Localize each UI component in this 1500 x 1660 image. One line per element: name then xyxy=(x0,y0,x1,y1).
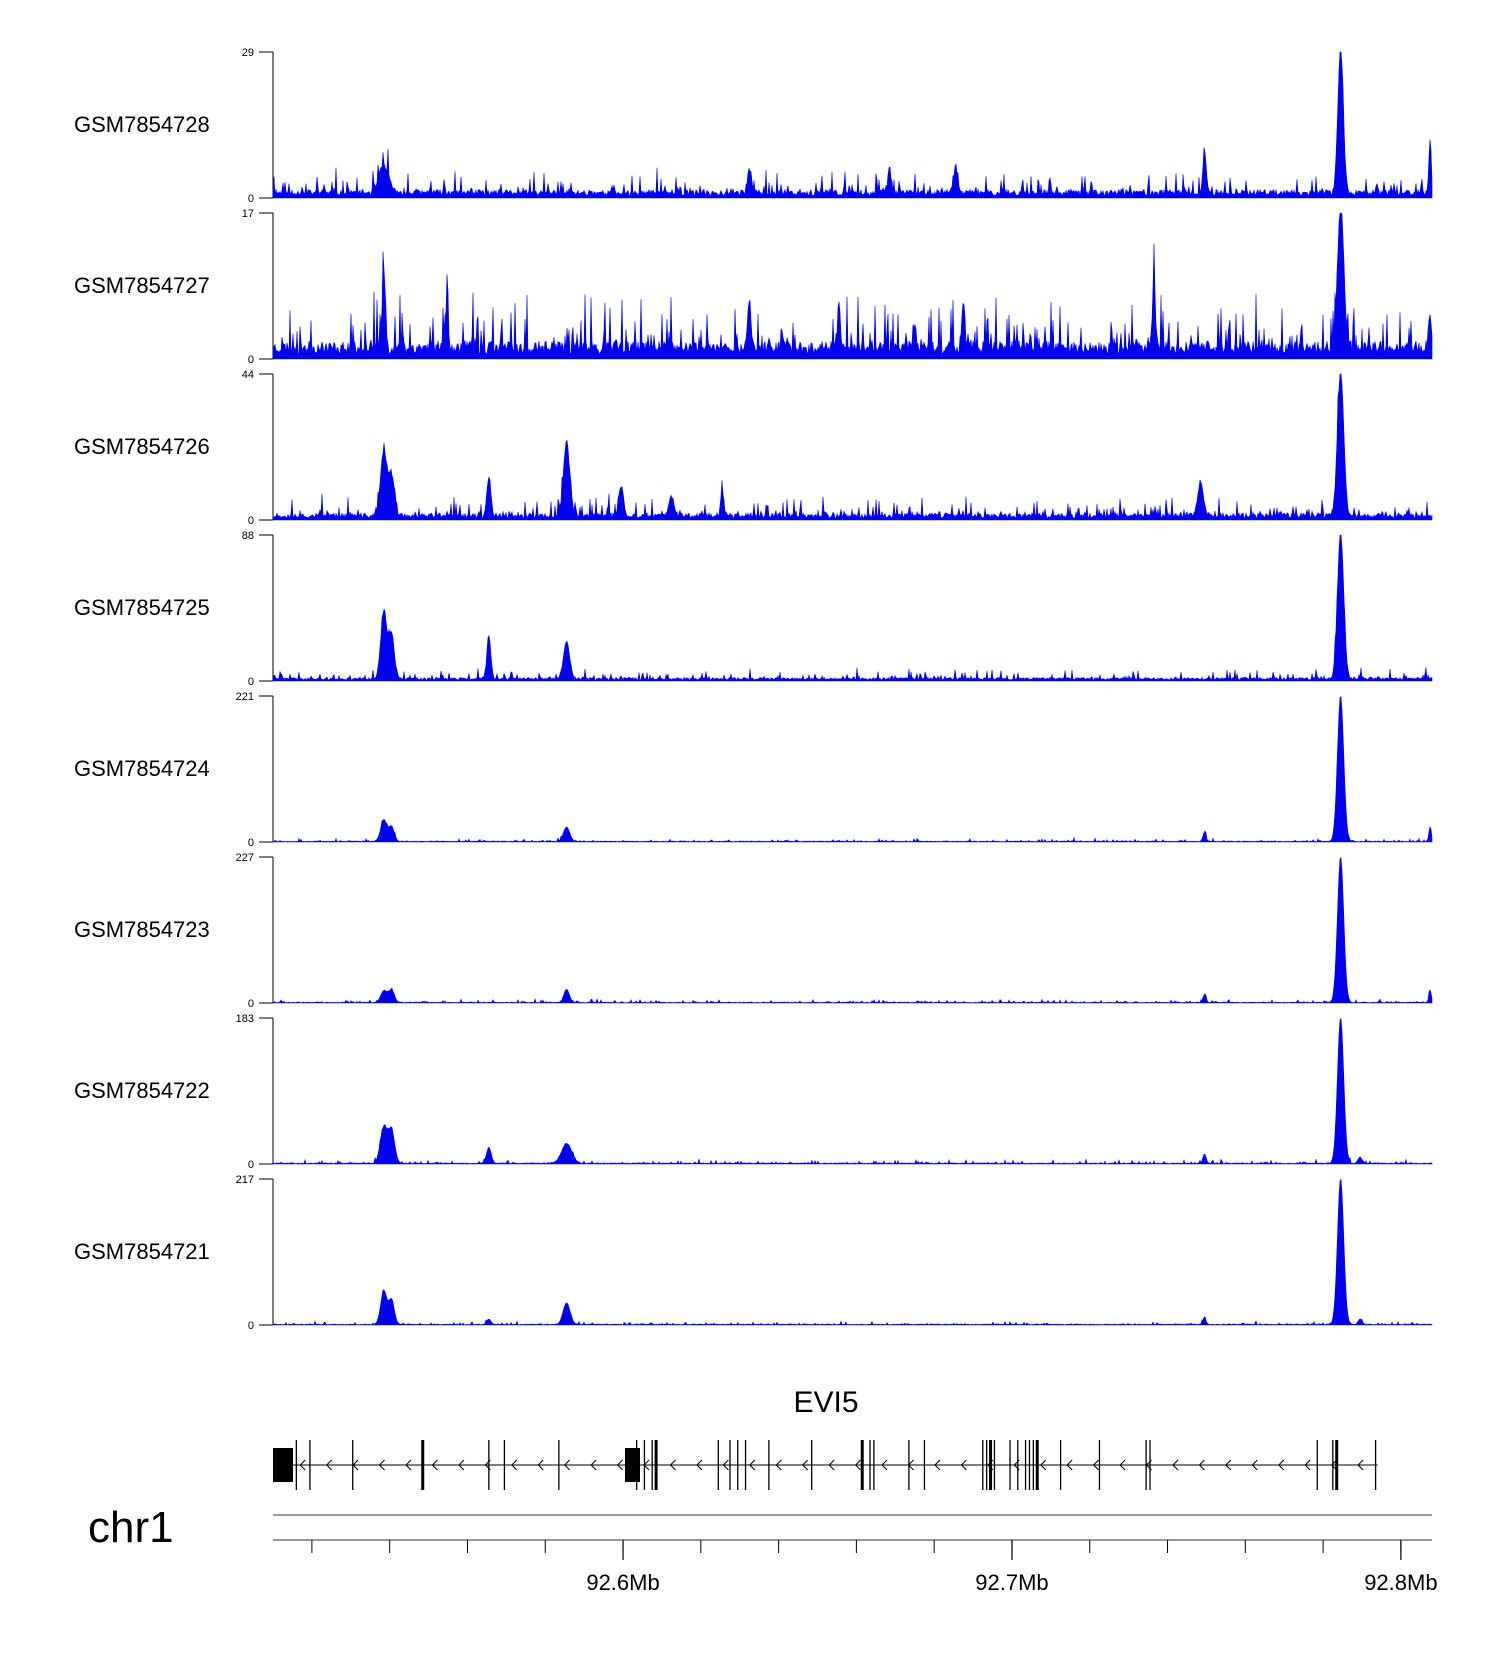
track-label: GSM7854728 xyxy=(74,112,210,137)
y-max-label: 217 xyxy=(236,1174,254,1186)
strand-arrow xyxy=(458,1459,465,1471)
track-GSM7854728: GSM7854728 29 0 xyxy=(74,47,1433,205)
track-label: GSM7854725 xyxy=(74,595,210,620)
strand-arrow xyxy=(616,1459,623,1471)
strand-arrow xyxy=(511,1459,518,1471)
y-zero-label: 0 xyxy=(248,193,254,205)
strand-arrow xyxy=(1251,1459,1258,1471)
strand-arrow xyxy=(643,1459,650,1471)
coverage-area xyxy=(272,695,1433,843)
coverage-area xyxy=(272,212,1433,360)
chromosome-label: chr1 xyxy=(88,1503,174,1552)
strand-arrow xyxy=(352,1459,359,1471)
y-zero-label: 0 xyxy=(248,676,254,688)
track-GSM7854725: GSM7854725 88 0 xyxy=(74,530,1433,688)
strand-arrow xyxy=(537,1459,544,1471)
strand-arrow xyxy=(1040,1459,1047,1471)
strand-arrow xyxy=(1198,1459,1205,1471)
strand-arrow xyxy=(907,1459,914,1471)
strand-arrow xyxy=(881,1459,888,1471)
coverage-area xyxy=(272,51,1433,199)
coverage-area xyxy=(272,373,1433,521)
strand-arrow xyxy=(1330,1459,1338,1471)
y-max-label: 221 xyxy=(236,691,254,703)
strand-arrow xyxy=(1066,1459,1073,1471)
axis-tick-label: 92.7Mb xyxy=(975,1570,1048,1595)
strand-arrow xyxy=(1013,1459,1020,1471)
strand-arrow xyxy=(590,1459,597,1471)
track-GSM7854722: GSM7854722 183 0 xyxy=(74,1013,1433,1171)
strand-arrow xyxy=(854,1459,861,1471)
track-GSM7854726: GSM7854726 44 0 xyxy=(74,369,1433,527)
strand-arrow xyxy=(696,1459,703,1471)
track-label: GSM7854722 xyxy=(74,1078,210,1103)
strand-arrow xyxy=(775,1459,782,1471)
y-zero-label: 0 xyxy=(248,1320,254,1332)
strand-arrow xyxy=(987,1459,994,1471)
axis-tick-label: 92.8Mb xyxy=(1364,1570,1437,1595)
strand-arrow xyxy=(325,1459,333,1471)
track-GSM7854724: GSM7854724 221 0 xyxy=(74,691,1433,849)
strand-arrow xyxy=(1225,1459,1232,1471)
strand-arrow xyxy=(722,1459,729,1471)
strand-arrow xyxy=(1172,1459,1179,1471)
gene-utr-block xyxy=(273,1448,293,1482)
y-max-label: 183 xyxy=(236,1013,254,1025)
track-label: GSM7854723 xyxy=(74,917,210,942)
strand-arrow xyxy=(802,1459,809,1471)
track-GSM7854721: GSM7854721 217 0 xyxy=(74,1174,1433,1332)
coverage-area xyxy=(272,856,1433,1004)
y-max-label: 227 xyxy=(236,852,254,864)
strand-arrow xyxy=(1304,1459,1311,1471)
track-label: GSM7854721 xyxy=(74,1239,210,1264)
y-zero-label: 0 xyxy=(248,837,254,849)
coverage-tracks: GSM7854728290GSM7854727170GSM7854726440G… xyxy=(74,47,1433,1332)
strand-arrow xyxy=(563,1459,571,1471)
genomic-axis: chr1 92.6Mb 92.7Mb 92.8Mb xyxy=(88,1503,1438,1595)
y-max-label: 29 xyxy=(242,47,254,59)
axis-tick-label: 92.6Mb xyxy=(586,1570,659,1595)
gene-annotation-track: EVI5 xyxy=(273,1386,1378,1490)
y-zero-label: 0 xyxy=(248,998,254,1010)
strand-arrow xyxy=(1119,1459,1126,1471)
strand-arrow xyxy=(1357,1459,1364,1471)
y-zero-label: 0 xyxy=(248,1159,254,1171)
y-max-label: 88 xyxy=(242,530,254,542)
gene-name-label: EVI5 xyxy=(793,1386,858,1419)
strand-arrow xyxy=(828,1459,835,1471)
strand-arrow xyxy=(299,1459,306,1471)
strand-arrow xyxy=(749,1459,756,1471)
strand-arrow xyxy=(1145,1459,1152,1471)
strand-arrow xyxy=(1092,1459,1099,1471)
gene-utr-block xyxy=(624,1448,640,1482)
track-GSM7854723: GSM7854723 227 0 xyxy=(74,852,1433,1010)
strand-arrow xyxy=(378,1459,385,1471)
coverage-area xyxy=(272,1017,1433,1165)
strand-arrow xyxy=(960,1459,967,1471)
strand-arrow xyxy=(934,1459,941,1471)
coverage-area xyxy=(272,1178,1433,1326)
strand-arrow xyxy=(405,1459,412,1471)
y-max-label: 17 xyxy=(242,208,254,220)
track-label: GSM7854724 xyxy=(74,756,210,781)
y-max-label: 44 xyxy=(242,369,254,381)
strand-arrow xyxy=(1278,1459,1285,1471)
strand-arrow xyxy=(484,1459,491,1471)
y-zero-label: 0 xyxy=(248,515,254,527)
track-GSM7854727: GSM7854727 17 0 xyxy=(74,208,1433,366)
track-label: GSM7854727 xyxy=(74,273,210,298)
track-label: GSM7854726 xyxy=(74,434,210,459)
coverage-area xyxy=(272,534,1433,682)
strand-arrow xyxy=(431,1459,438,1471)
strand-arrow xyxy=(669,1459,676,1471)
y-zero-label: 0 xyxy=(248,354,254,366)
